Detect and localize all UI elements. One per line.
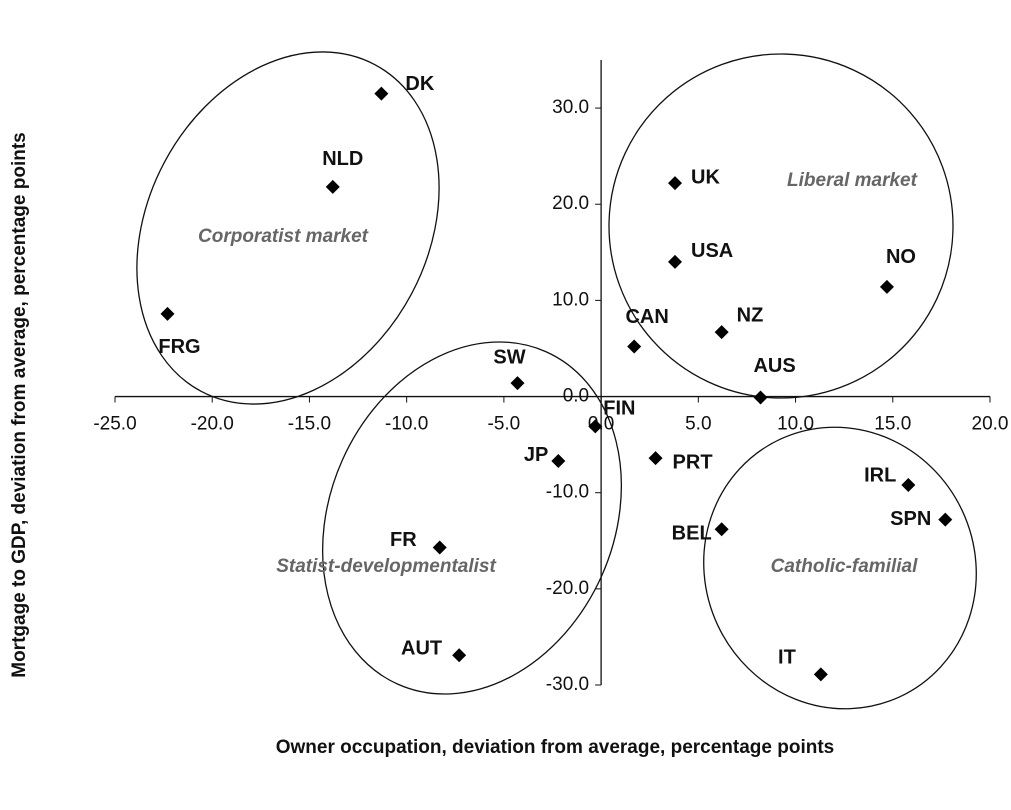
group-label: Catholic-familial bbox=[771, 556, 918, 577]
x-tick-label: -20.0 bbox=[191, 414, 234, 435]
point bbox=[551, 453, 566, 468]
point-label: NLD bbox=[322, 148, 363, 170]
point bbox=[627, 339, 642, 354]
point bbox=[588, 419, 603, 434]
point bbox=[160, 306, 175, 321]
point bbox=[753, 390, 768, 405]
group-ellipse bbox=[136, 51, 440, 405]
x-tick-label: 5.0 bbox=[685, 414, 711, 435]
point-label: IT bbox=[778, 647, 796, 669]
point-label: USA bbox=[691, 240, 733, 262]
x-tick-label: -5.0 bbox=[488, 414, 521, 435]
group-label: Statist-developmentalist bbox=[276, 556, 496, 577]
y-tick-label: 20.0 bbox=[552, 193, 589, 214]
point bbox=[714, 522, 729, 537]
point bbox=[668, 176, 682, 191]
point bbox=[813, 667, 828, 682]
point bbox=[432, 540, 447, 555]
point bbox=[452, 648, 467, 663]
point bbox=[901, 478, 916, 492]
point-label: JP bbox=[524, 444, 548, 466]
point-label: UK bbox=[691, 166, 720, 188]
point-label: FR bbox=[390, 529, 417, 551]
x-axis-title: Owner occupation, deviation from average… bbox=[276, 737, 835, 758]
point-label: NO bbox=[886, 246, 916, 268]
y-tick-label: -20.0 bbox=[546, 578, 589, 599]
group-label: Liberal market bbox=[787, 170, 918, 191]
x-tick-label: 15.0 bbox=[874, 414, 911, 435]
point bbox=[374, 86, 389, 101]
point bbox=[938, 512, 953, 527]
x-tick-label: 20.0 bbox=[972, 414, 1009, 435]
y-tick-label: -10.0 bbox=[546, 482, 589, 503]
point bbox=[325, 179, 340, 194]
point-label: PRT bbox=[673, 451, 713, 473]
point-label: FIN bbox=[603, 398, 635, 420]
point-label: AUT bbox=[401, 637, 442, 659]
point-label: FRG bbox=[158, 336, 200, 358]
point-label: AUS bbox=[753, 355, 795, 377]
group-ellipse bbox=[608, 53, 954, 399]
point-label: DK bbox=[405, 73, 434, 95]
point-label: BEL bbox=[672, 523, 712, 545]
y-axis-title: Mortgage to GDP, deviation from average,… bbox=[9, 132, 30, 678]
y-tick-label: 30.0 bbox=[552, 97, 589, 118]
group-label: Corporatist market bbox=[198, 226, 369, 247]
x-tick-label: 10.0 bbox=[777, 414, 814, 435]
point bbox=[668, 254, 682, 269]
x-tick-label: -10.0 bbox=[385, 414, 428, 435]
point bbox=[879, 279, 894, 294]
group-ellipse bbox=[321, 341, 623, 695]
point bbox=[648, 451, 663, 466]
y-tick-label: -30.0 bbox=[546, 674, 589, 695]
point-label: SPN bbox=[890, 508, 931, 530]
point bbox=[510, 376, 525, 391]
y-tick-label: 0.0 bbox=[563, 386, 589, 407]
y-tick-label: 10.0 bbox=[552, 289, 589, 310]
point-label: CAN bbox=[625, 306, 668, 328]
group-ellipse bbox=[703, 426, 977, 710]
x-tick-label: -25.0 bbox=[93, 414, 136, 435]
point-label: NZ bbox=[737, 304, 764, 326]
point-label: SW bbox=[493, 346, 525, 368]
x-tick-label: -15.0 bbox=[288, 414, 331, 435]
point-label: IRL bbox=[864, 464, 896, 486]
point bbox=[714, 325, 729, 340]
